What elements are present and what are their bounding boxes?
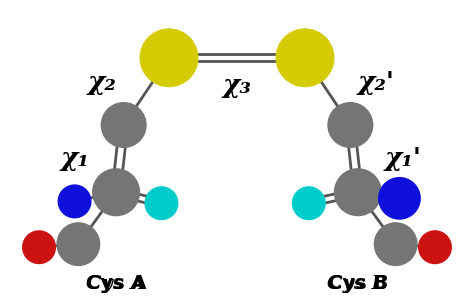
Point [35, 245, 43, 250]
Text: χ₂': χ₂' [358, 70, 395, 95]
Point [301, 55, 309, 60]
Point [431, 245, 439, 250]
Point [392, 242, 400, 247]
Point [354, 190, 362, 195]
Text: χ₂: χ₂ [87, 70, 116, 95]
Point [112, 190, 120, 195]
Text: χ₁': χ₁' [384, 146, 421, 171]
Text: Cys B: Cys B [328, 275, 389, 293]
Point [396, 196, 403, 201]
Point [346, 123, 354, 127]
Point [165, 55, 173, 60]
Point [305, 201, 312, 206]
Point [71, 199, 78, 204]
Text: Cys A: Cys A [86, 275, 146, 293]
Point [158, 201, 165, 206]
Text: χ₃: χ₃ [223, 73, 251, 98]
Point [120, 123, 128, 127]
Text: Cys A: Cys A [86, 274, 146, 293]
Text: χ₁: χ₁ [61, 146, 90, 171]
Text: Cys B: Cys B [328, 274, 388, 293]
Point [74, 242, 82, 247]
